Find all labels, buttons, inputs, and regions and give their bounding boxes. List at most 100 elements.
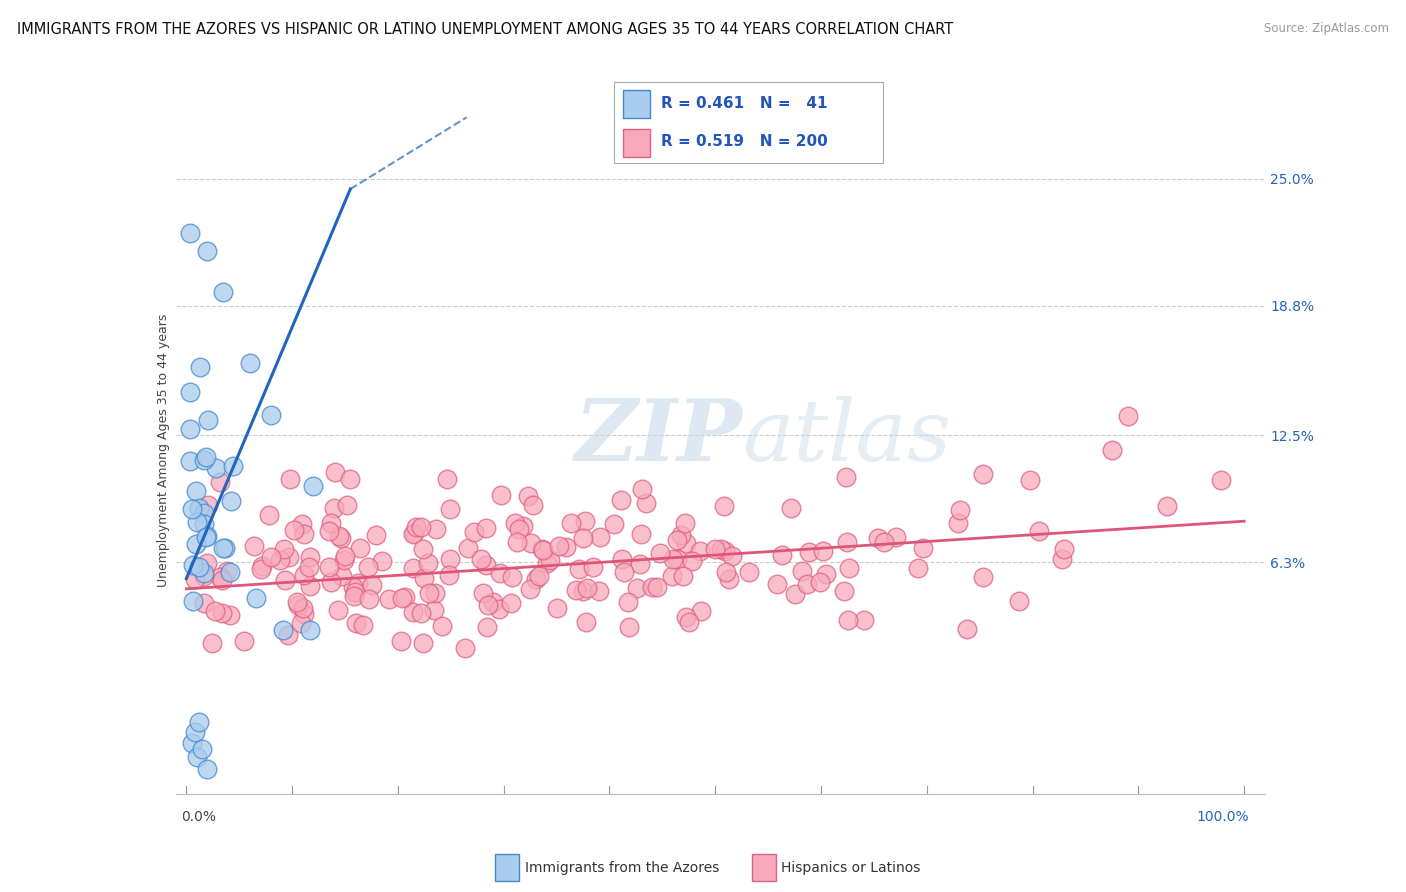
Point [184,484,207,499]
Point [287,595,309,609]
Point [666,552,689,566]
Point [292,567,315,582]
Point [250,562,273,576]
Point [783,586,806,600]
FancyBboxPatch shape [623,89,650,118]
Point [617,595,640,609]
Point [193,506,215,520]
Point [378,592,401,607]
Point [835,534,858,549]
Point [405,520,427,534]
Point [232,634,254,648]
Point [179,226,201,240]
Point [547,540,569,554]
Point [298,559,321,574]
Point [1101,442,1123,457]
Text: Immigrants from the Azores: Immigrants from the Azores [524,861,718,875]
Point [678,615,700,629]
Point [411,606,433,620]
Point [412,542,434,557]
Point [647,580,669,594]
Point [470,552,492,566]
Point [412,571,434,585]
Point [425,586,447,600]
Point [703,541,725,556]
Point [323,501,346,516]
Point [423,602,446,616]
Point [187,500,209,515]
Point [949,503,972,517]
Point [713,499,735,513]
Point [360,578,382,592]
Point [572,531,595,545]
Point [183,594,205,608]
Point [832,583,855,598]
Point [661,568,683,582]
Point [195,529,218,543]
Point [409,519,432,533]
Point [389,633,412,648]
Point [710,542,733,557]
Point [183,572,205,586]
Point [560,516,582,530]
Point [401,561,423,575]
Point [690,604,713,618]
Point [194,530,217,544]
Point [318,524,340,538]
Point [1052,552,1074,566]
Point [1116,409,1139,424]
Point [770,548,793,562]
Point [219,566,242,580]
Point [287,599,309,613]
Point [291,516,314,531]
Point [290,616,312,631]
Point [491,488,513,502]
Point [837,613,859,627]
Point [477,598,499,612]
Point [347,575,370,590]
Point [215,564,238,578]
Point [576,582,599,596]
Point [402,605,425,619]
Point [536,556,558,570]
Point [588,583,610,598]
Point [530,541,553,556]
Point [475,558,498,573]
Point [588,530,610,544]
Point [720,549,742,563]
Point [472,586,495,600]
FancyBboxPatch shape [752,855,776,881]
Point [318,560,340,574]
Point [195,556,218,570]
Point [298,550,321,565]
Point [197,244,219,258]
Point [681,554,703,568]
Point [808,574,831,589]
Point [211,606,233,620]
Point [610,493,633,508]
Point [838,561,860,575]
Point [675,610,697,624]
Point [884,530,907,544]
Point [344,616,367,631]
Point [336,498,359,512]
Point [333,549,356,563]
Point [766,577,789,591]
Point [412,636,434,650]
Point [555,540,578,554]
Point [184,536,207,550]
Point [501,570,523,584]
Point [195,450,218,464]
Text: Source: ZipAtlas.com: Source: ZipAtlas.com [1264,22,1389,36]
Point [179,422,201,436]
Point [531,543,554,558]
Point [524,572,547,586]
Point [186,515,208,529]
Text: R = 0.461   N =   41: R = 0.461 N = 41 [661,96,828,112]
Point [330,569,353,583]
Point [425,522,447,536]
Point [211,541,233,555]
Point [641,580,664,594]
Point [508,522,530,536]
Point [257,508,280,522]
